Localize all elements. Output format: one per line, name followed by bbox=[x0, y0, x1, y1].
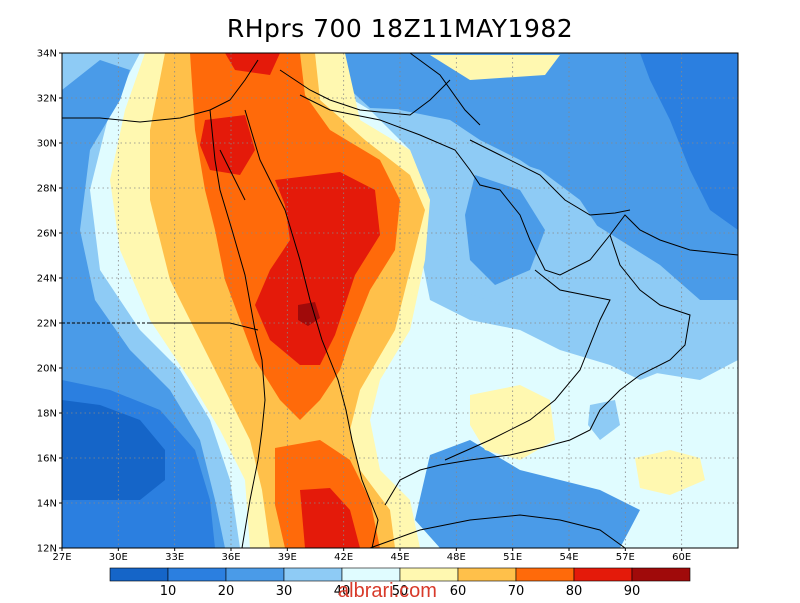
colorbar-label: 60 bbox=[450, 584, 467, 599]
borders bbox=[62, 52, 611, 461]
sinai-coast bbox=[219, 149, 246, 201]
lat-tick-label: 18N bbox=[37, 409, 57, 420]
colorbar-swatch bbox=[109, 567, 169, 582]
coastlines bbox=[62, 59, 739, 549]
lon-axis: 27E 30E 33E 36E 39E 42E 45E 48E 51E 54E 57E 60E bbox=[52, 548, 691, 563]
red-sea-east-coast bbox=[244, 109, 379, 549]
colorbar-swatch bbox=[167, 567, 227, 582]
contour-30-north bbox=[345, 58, 440, 110]
lat-tick-label: 32N bbox=[37, 94, 57, 105]
lon-tick-label: 30E bbox=[109, 552, 128, 563]
lon-tick-label: 54E bbox=[559, 552, 578, 563]
lat-tick-label: 24N bbox=[37, 274, 57, 285]
contour-60-arabian-sea bbox=[635, 450, 705, 495]
lon-tick-label: 36E bbox=[221, 552, 240, 563]
contour-60-north bbox=[430, 55, 560, 80]
border-iran bbox=[409, 52, 481, 126]
contour-90-top bbox=[225, 53, 280, 75]
contour-90-north bbox=[200, 115, 255, 175]
lon-tick-label: 57E bbox=[616, 552, 635, 563]
lon-tick-label: 45E bbox=[390, 552, 409, 563]
colorbar-swatch bbox=[457, 567, 517, 582]
contour-10-west bbox=[62, 400, 165, 500]
lon-tick-label: 33E bbox=[165, 552, 184, 563]
colorbar-swatch bbox=[283, 567, 343, 582]
colorbar-label: 80 bbox=[566, 584, 583, 599]
watermark: albrari.com bbox=[338, 580, 437, 602]
lat-tick-label: 14N bbox=[37, 499, 57, 510]
graticule bbox=[62, 53, 738, 548]
colorbar-label: 70 bbox=[508, 584, 525, 599]
contour-100-core bbox=[298, 302, 320, 326]
colorbar-label: 40 bbox=[334, 584, 351, 599]
lat-tick-label: 34N bbox=[37, 49, 57, 60]
colorbar-swatch bbox=[631, 567, 691, 582]
map-title: RHprs 700 18Z11MAY1982 bbox=[226, 14, 574, 43]
colorbar-swatch bbox=[573, 567, 633, 582]
colorbar-swatch bbox=[515, 567, 575, 582]
lat-tick-label: 26N bbox=[37, 229, 57, 240]
lat-tick-label: 22N bbox=[37, 319, 57, 330]
horn-africa-coast bbox=[369, 514, 626, 549]
contour-90-central bbox=[255, 172, 380, 365]
lon-tick-label: 42E bbox=[334, 552, 353, 563]
contour-40-oman bbox=[560, 290, 690, 380]
oman-coast bbox=[384, 234, 691, 506]
border-saudi-north bbox=[279, 69, 451, 116]
colorbar-label: 50 bbox=[392, 584, 409, 599]
border-saudi-south bbox=[444, 269, 611, 461]
contour-40-socotra bbox=[588, 400, 620, 440]
lat-tick-label: 30N bbox=[37, 139, 57, 150]
contour-30-gulf bbox=[465, 175, 545, 285]
lat-tick-label: 16N bbox=[37, 454, 57, 465]
border-africa bbox=[147, 322, 259, 331]
red-sea-west-coast bbox=[209, 109, 266, 549]
contour-20-east bbox=[640, 53, 738, 230]
lon-tick-label: 39E bbox=[278, 552, 297, 563]
colorbar-label: 90 bbox=[624, 584, 641, 599]
lon-tick-label: 27E bbox=[52, 552, 71, 563]
colorbar-label: 20 bbox=[218, 584, 235, 599]
lat-tick-label: 12N bbox=[37, 544, 57, 555]
lon-tick-label: 48E bbox=[447, 552, 466, 563]
lon-tick-label: 51E bbox=[503, 552, 522, 563]
lon-tick-label: 60E bbox=[672, 552, 691, 563]
gulf-coast bbox=[299, 94, 739, 276]
lat-tick-label: 28N bbox=[37, 184, 57, 195]
colorbar-label: 30 bbox=[276, 584, 293, 599]
gulf-north-coast bbox=[469, 139, 631, 216]
colorbar-label: 10 bbox=[160, 584, 177, 599]
mediterranean-coast bbox=[62, 59, 259, 123]
contour-30-south-arabia bbox=[415, 440, 640, 548]
colorbar-swatch bbox=[225, 567, 285, 582]
lat-axis: 12N 14N 16N 18N 20N 22N 24N 26N 28N 30N 32N 34N bbox=[37, 49, 62, 555]
contour-30-east bbox=[330, 53, 738, 300]
colorbar: 10 20 30 40 50 60 70 80 90 bbox=[109, 567, 691, 599]
lat-tick-label: 20N bbox=[37, 364, 57, 375]
